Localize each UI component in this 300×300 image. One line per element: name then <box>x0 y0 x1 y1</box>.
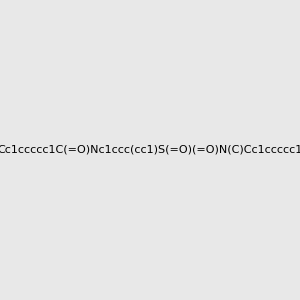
Text: Cc1ccccc1C(=O)Nc1ccc(cc1)S(=O)(=O)N(C)Cc1ccccc1: Cc1ccccc1C(=O)Nc1ccc(cc1)S(=O)(=O)N(C)Cc… <box>0 145 300 155</box>
